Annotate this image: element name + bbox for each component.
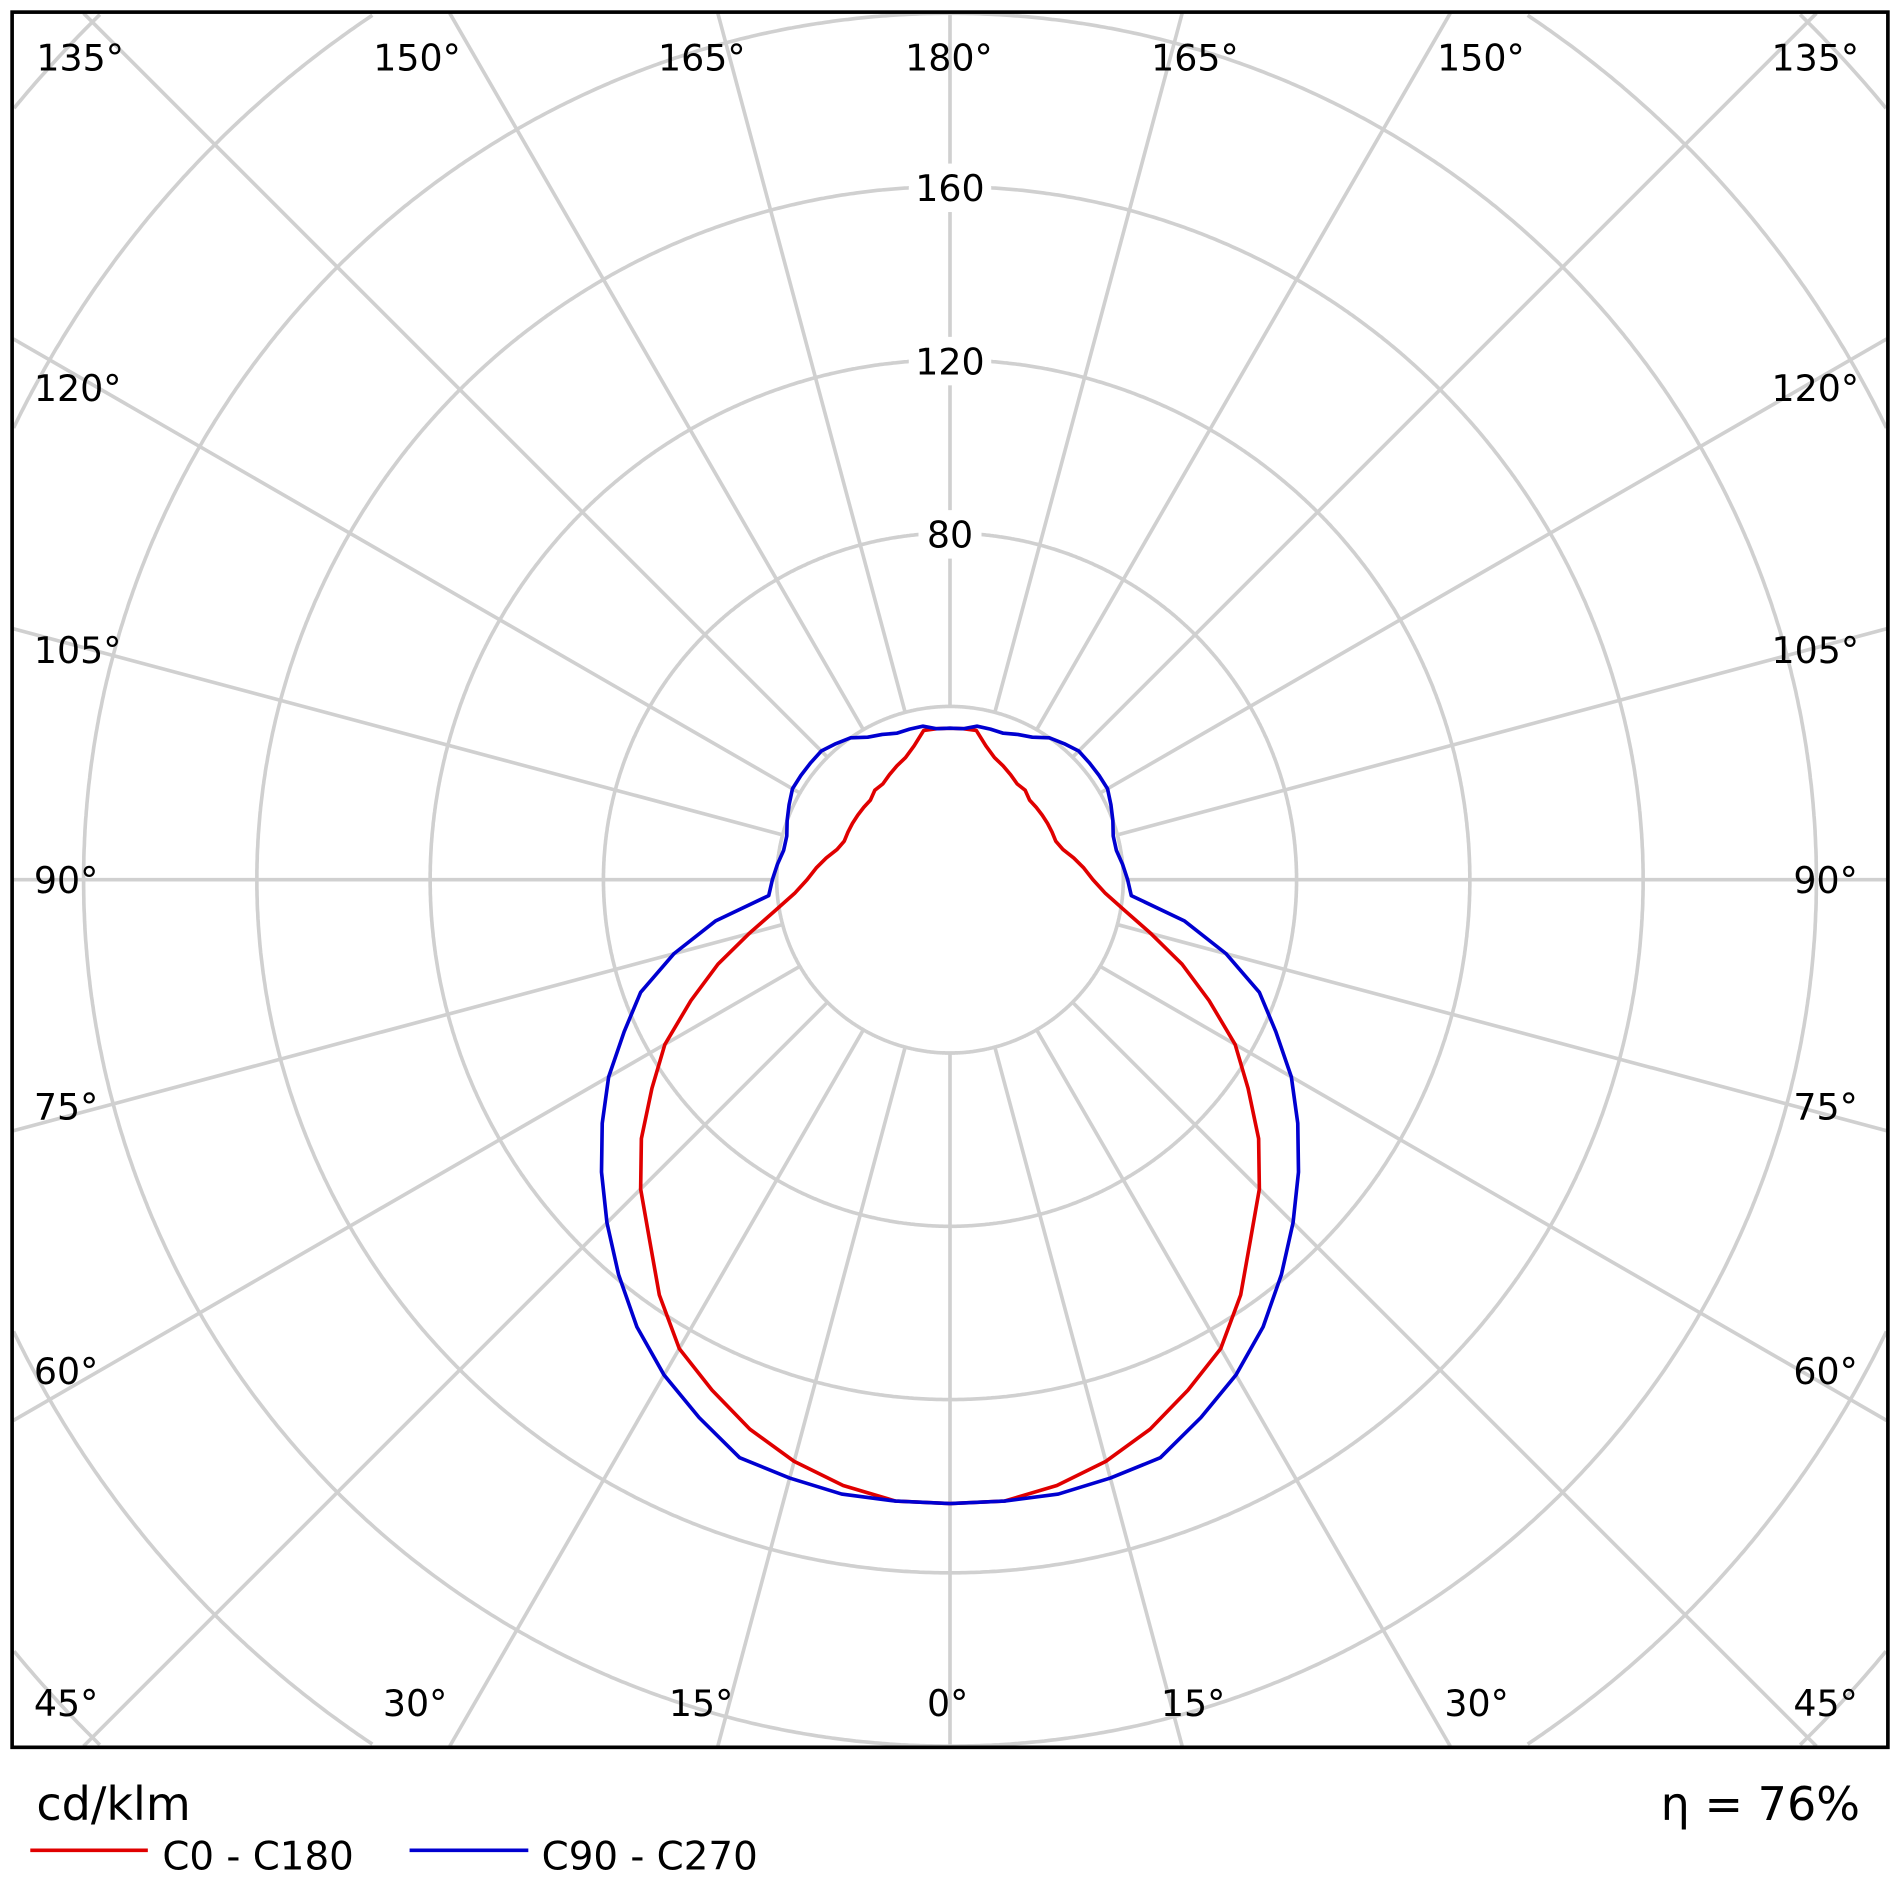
polar-grid: [11, 11, 1889, 1748]
angle-label: 165°: [1151, 36, 1239, 79]
angle-label: 150°: [373, 36, 461, 79]
angle-label: 105°: [1772, 629, 1860, 672]
grid-spoke: [12, 337, 801, 795]
grid-spoke: [1071, 12, 1818, 759]
angle-label: 180°: [905, 36, 993, 79]
grid-circle: [12, 13, 1888, 1747]
efficiency-label: η = 76%: [1661, 1777, 1860, 1831]
angle-label: 45°: [34, 1682, 98, 1725]
angle-label: 120°: [34, 367, 122, 410]
grid-spoke: [716, 12, 907, 713]
radial-tick-label: 160: [915, 167, 984, 210]
grid-spoke: [448, 12, 865, 731]
grid-spoke: [12, 626, 784, 837]
curves: [599, 724, 1301, 1506]
angle-label: 75°: [1793, 1086, 1857, 1129]
angle-label: 60°: [34, 1350, 98, 1393]
legend-label: C90 - C270: [542, 1835, 758, 1880]
grid-circle: [774, 704, 1126, 1055]
angle-label: 135°: [1772, 36, 1860, 79]
grid-spoke: [82, 12, 829, 759]
angle-label: 165°: [658, 36, 746, 79]
angle-label: 15°: [1161, 1682, 1225, 1725]
angle-label: 60°: [1793, 1350, 1857, 1393]
grid-spoke: [716, 1046, 907, 1747]
legend-label: C0 - C180: [162, 1835, 353, 1880]
grid-spoke: [82, 1000, 829, 1748]
radial-tick-label: 120: [915, 340, 984, 383]
angle-label: 75°: [34, 1086, 98, 1129]
series-curve-1: [599, 724, 1301, 1506]
plot-frame: [10, 10, 1890, 1750]
radial-tick-label: 80: [927, 514, 973, 557]
radial-tick-labels: 160 120 80: [908, 163, 992, 559]
angle-label: 30°: [1444, 1682, 1508, 1725]
grid-spoke: [12, 922, 784, 1133]
angle-label: 90°: [1793, 859, 1857, 902]
angle-label: 150°: [1437, 36, 1525, 79]
grid-spoke: [1116, 922, 1888, 1133]
angle-label: 90°: [34, 859, 98, 902]
legend: C0 - C180 C90 - C270: [30, 1835, 758, 1880]
grid-spoke: [1035, 1028, 1452, 1748]
grid-spoke: [1071, 1000, 1818, 1748]
grid-spoke: [1035, 12, 1452, 731]
grid-spoke: [1099, 337, 1888, 795]
angle-label: 0°: [927, 1682, 968, 1725]
grid-spoke: [993, 12, 1184, 713]
grid-spoke: [993, 1046, 1184, 1747]
angle-label: 30°: [383, 1682, 447, 1725]
unit-label: cd/klm: [36, 1777, 190, 1831]
grid-spoke: [1099, 964, 1888, 1423]
angle-label: 120°: [1772, 367, 1860, 410]
grid-circle: [11, 13, 1889, 1746]
angle-labels: 135° 150° 165° 180° 165° 150° 135° 120° …: [34, 36, 1859, 1725]
angle-label: 105°: [34, 629, 122, 672]
angle-label: 135°: [36, 36, 124, 79]
angle-label: 15°: [669, 1682, 733, 1725]
grid-spoke: [1116, 626, 1888, 837]
grid-spoke: [12, 964, 801, 1423]
angle-label: 45°: [1793, 1682, 1857, 1725]
grid-spoke: [448, 1028, 865, 1748]
